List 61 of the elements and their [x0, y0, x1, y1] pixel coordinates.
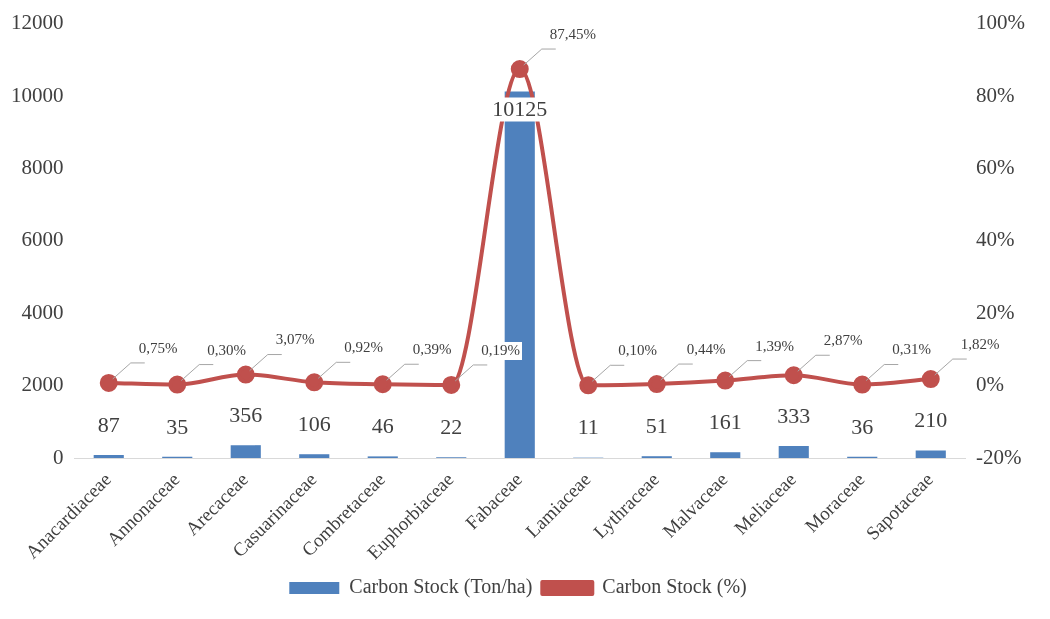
y2-tick-label: 0% [976, 372, 1005, 397]
bar [915, 450, 946, 459]
data-label: 0,75% [138, 339, 178, 356]
point [236, 365, 255, 384]
data-label: 0,19% [481, 341, 520, 358]
data-label: 0,10% [618, 342, 657, 359]
data-label: 333 [777, 402, 811, 428]
point [305, 373, 324, 392]
data-label: 2,87% [823, 332, 863, 349]
data-label: 0,30% [207, 341, 246, 358]
point [442, 375, 461, 394]
data-label: 11 [577, 414, 599, 440]
bar [93, 454, 124, 459]
y-tick-label: 8000 [21, 154, 64, 179]
data-label: 1,39% [755, 337, 795, 354]
data-label: 22 [440, 414, 463, 440]
y-tick-label: 10000 [11, 82, 64, 107]
point [99, 373, 118, 392]
bar [299, 454, 330, 459]
y-tick-label: 12000 [11, 10, 64, 35]
point [647, 375, 666, 394]
data-label: 87 [97, 411, 120, 437]
point [579, 376, 598, 395]
point [510, 60, 529, 79]
data-label: 161 [708, 409, 742, 435]
y-tick-label: 4000 [21, 299, 64, 324]
data-label: 87,45% [549, 25, 596, 42]
data-label: 0,39% [412, 341, 452, 358]
data-label: 35 [166, 413, 189, 439]
y-tick-label: 6000 [21, 227, 64, 252]
data-label: 0,31% [892, 341, 932, 358]
y2-tick-label: 40% [976, 227, 1015, 252]
data-label: 210 [914, 407, 948, 433]
y2-tick-label: -20% [976, 444, 1022, 469]
y2-tick-label: 80% [976, 82, 1015, 107]
data-label: 51 [645, 413, 668, 438]
point [853, 375, 872, 394]
point [784, 366, 803, 385]
data-label: 1,82% [960, 336, 1000, 352]
bar [778, 446, 809, 459]
y2-tick-label: 60% [976, 154, 1015, 179]
point [716, 371, 735, 390]
data-label: 356 [229, 401, 263, 427]
bar [230, 445, 261, 459]
y2-tick-label: 20% [976, 299, 1015, 324]
y-tick-label: 2000 [21, 372, 64, 397]
data-label: 10125 [492, 96, 548, 122]
point [168, 375, 187, 394]
legend-label: Carbon Stock (%) [602, 575, 747, 599]
data-label: 36 [851, 413, 874, 439]
legend-label: Carbon Stock (Ton/ha) [349, 575, 533, 599]
y2-tick-label: 100% [976, 10, 1026, 35]
point [373, 375, 392, 394]
data-label: 46 [371, 413, 394, 439]
point [921, 370, 940, 389]
y-tick-label: 0 [53, 444, 64, 469]
data-label: 0,44% [686, 341, 726, 357]
data-label: 106 [297, 411, 331, 437]
data-label: 3,07% [275, 331, 315, 348]
data-label: 0,92% [344, 339, 383, 356]
bar [710, 452, 741, 459]
